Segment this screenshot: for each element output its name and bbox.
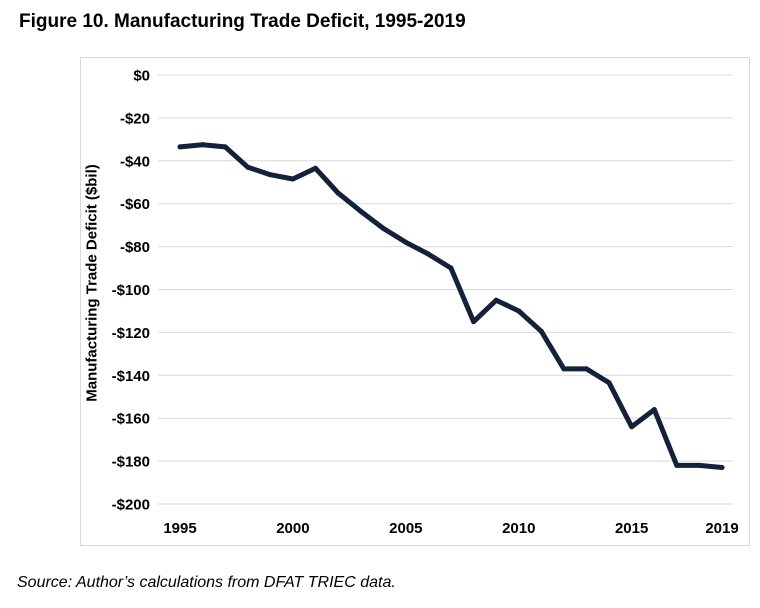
data-point xyxy=(448,265,454,271)
data-point xyxy=(335,190,341,196)
y-tick-label: -$140 xyxy=(112,368,150,385)
data-point xyxy=(561,366,567,372)
y-tick-labels: $0 -$20 -$40 -$60 -$80 -$100 -$120 -$140 -$160 -$… xyxy=(112,68,150,514)
data-point xyxy=(425,251,431,257)
x-tick-label: 2005 xyxy=(389,520,422,537)
data-point xyxy=(267,172,273,178)
y-tick-label: -$40 xyxy=(120,153,150,170)
y-tick-label: -$60 xyxy=(120,196,150,213)
x-tick-labels: 1995 2000 2005 2010 2015 2019 xyxy=(163,520,738,537)
data-point xyxy=(584,366,589,372)
x-tick-label: 1995 xyxy=(163,520,196,537)
data-point xyxy=(177,144,183,150)
data-point xyxy=(629,424,635,430)
y-tick-label: $0 xyxy=(133,68,150,85)
source-note: Source: Author’s calculations from DFAT … xyxy=(17,574,396,591)
x-tick-label: 2015 xyxy=(615,520,648,537)
data-point xyxy=(719,465,725,471)
series-line xyxy=(177,142,725,470)
data-point xyxy=(606,380,612,386)
x-tick-label: 2019 xyxy=(705,520,738,537)
data-point xyxy=(358,208,364,214)
y-tick-label: -$120 xyxy=(112,325,150,342)
y-tick-label: -$80 xyxy=(120,239,150,256)
data-point xyxy=(313,165,318,171)
figure-title: Figure 10. Manufacturing Trade Deficit, … xyxy=(19,11,466,32)
data-point xyxy=(290,176,296,182)
data-point xyxy=(696,462,702,468)
data-point xyxy=(674,462,680,468)
data-point xyxy=(538,328,544,334)
y-tick-label: -$100 xyxy=(112,282,150,299)
gridlines xyxy=(158,74,733,505)
y-tick-label: -$160 xyxy=(112,411,150,428)
plot-frame xyxy=(80,57,750,546)
data-point xyxy=(222,144,228,150)
data-point xyxy=(403,239,409,245)
data-point xyxy=(516,308,522,314)
x-tick-label: 2010 xyxy=(502,520,535,537)
series-layer xyxy=(177,142,725,471)
y-tick-label: -$20 xyxy=(120,110,150,127)
data-point xyxy=(651,407,657,413)
x-tick-label: 2000 xyxy=(276,520,309,537)
data-point xyxy=(380,225,386,231)
y-tick-label: -$200 xyxy=(112,497,150,514)
data-point xyxy=(493,297,499,303)
y-tick-label: -$180 xyxy=(112,454,150,471)
data-point xyxy=(471,319,477,325)
data-point xyxy=(200,142,206,148)
data-point xyxy=(245,164,251,170)
